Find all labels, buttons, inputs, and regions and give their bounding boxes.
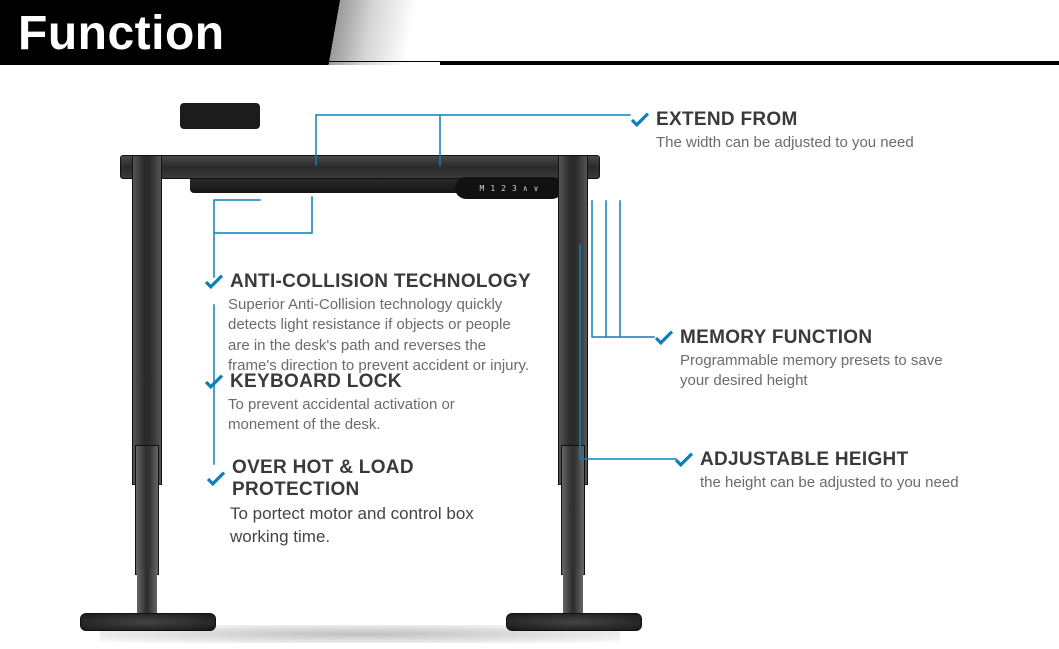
panel-btn-up: ∧ — [523, 184, 528, 193]
callout-height: ADJUSTABLE HEIGHT the height can be adju… — [674, 449, 994, 493]
check-icon — [206, 471, 226, 487]
callout-title: OVER HOT & LOAD PROTECTION — [232, 457, 526, 501]
header-divider — [0, 61, 1059, 62]
callout-body: Superior Anti-Collision technology quick… — [228, 295, 534, 376]
leg-left-outer — [132, 155, 162, 485]
header-accent — [280, 0, 440, 65]
callout-title: ADJUSTABLE HEIGHT — [700, 449, 908, 471]
check-icon — [674, 452, 694, 468]
check-icon — [204, 374, 224, 390]
check-icon — [204, 274, 224, 290]
callout-body: the height can be adjusted to you need — [700, 473, 994, 493]
callout-title: MEMORY FUNCTION — [680, 327, 872, 349]
page-title: Function — [18, 6, 225, 61]
callout-keyboard-lock: KEYBOARD LOCK To prevent accidental acti… — [204, 371, 514, 436]
callout-over-hot: OVER HOT & LOAD PROTECTION To portect mo… — [206, 457, 526, 549]
panel-btn-down: ∨ — [534, 184, 539, 193]
foot-left — [120, 569, 174, 631]
panel-btn-2: 2 — [501, 184, 506, 193]
desk-shadow — [100, 625, 620, 643]
control-panel: M 1 2 3 ∧ ∨ — [455, 177, 563, 199]
callout-title: EXTEND FROM — [656, 109, 798, 131]
callout-body: To prevent accidental activation or mone… — [228, 395, 514, 436]
power-adapter — [180, 103, 260, 129]
header: Function — [0, 0, 1059, 65]
diagram-area: M 1 2 3 ∧ ∨ EXTEND FROM The width can be — [0, 65, 1059, 649]
callout-body: Programmable memory presets to save your… — [680, 351, 974, 392]
panel-btn-m: M — [480, 184, 485, 193]
callout-body: The width can be adjusted to you need — [656, 133, 960, 153]
desk-crossbar — [120, 155, 600, 179]
panel-btn-3: 3 — [512, 184, 517, 193]
callout-anti-collision: ANTI-COLLISION TECHNOLOGY Superior Anti-… — [204, 271, 534, 376]
foot-right — [546, 569, 600, 631]
header-white — [440, 0, 1059, 61]
callout-memory: MEMORY FUNCTION Programmable memory pres… — [654, 327, 974, 392]
check-icon — [654, 330, 674, 346]
check-icon — [630, 112, 650, 128]
panel-btn-1: 1 — [490, 184, 495, 193]
leg-right-outer — [558, 155, 588, 485]
callout-title: ANTI-COLLISION TECHNOLOGY — [230, 271, 531, 293]
callout-body: To portect motor and control box working… — [230, 503, 526, 549]
line-memory — [592, 201, 654, 337]
callout-title: KEYBOARD LOCK — [230, 371, 402, 393]
callout-extend: EXTEND FROM The width can be adjusted to… — [630, 109, 960, 153]
leg-left-inner — [135, 445, 159, 575]
leg-right-inner — [561, 445, 585, 575]
